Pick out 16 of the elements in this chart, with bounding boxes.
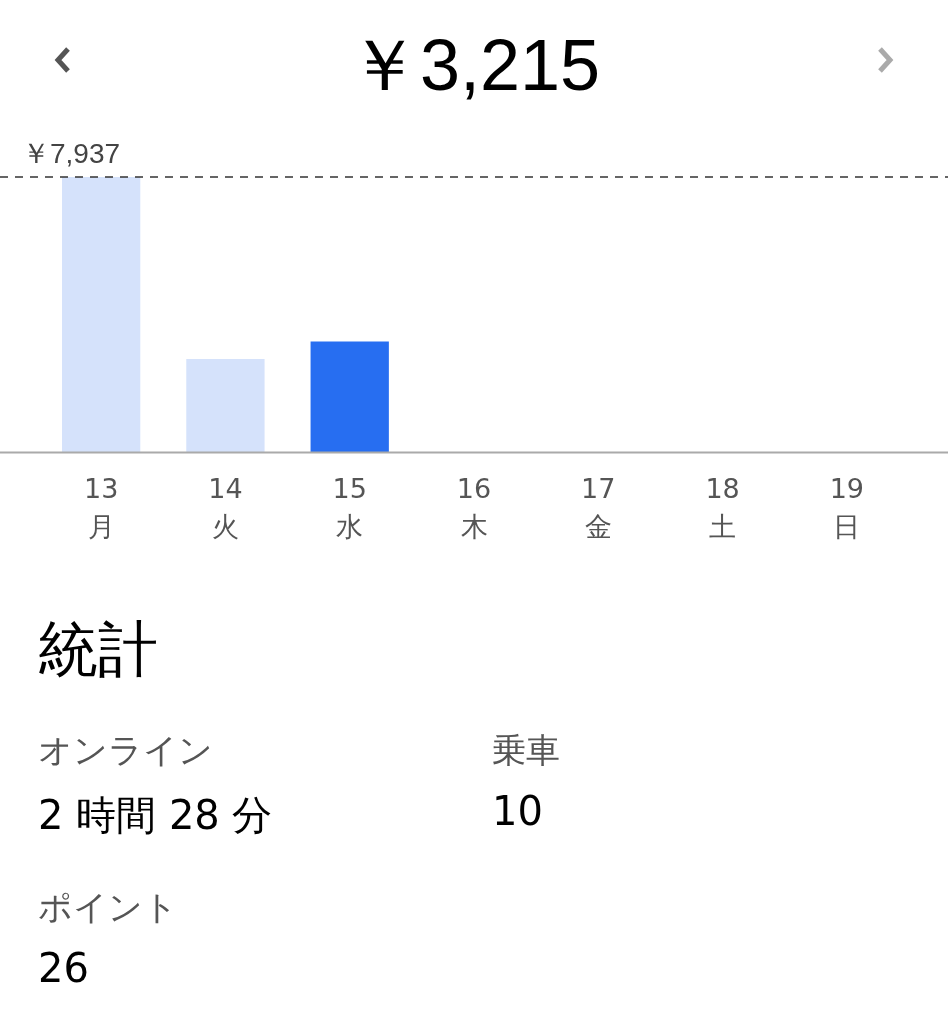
text: 統計 [38, 613, 158, 686]
x-tick-label: 15 水 [332, 473, 367, 543]
text: ポイント [38, 886, 178, 929]
text: 10 [492, 788, 543, 834]
text: オンライン [38, 729, 213, 772]
x-tick-label: 14 火 [208, 473, 243, 543]
text: 26 [38, 945, 89, 991]
ref-line-label: ￥7,937 [22, 137, 121, 169]
text: 乗車 [492, 729, 560, 772]
x-tick-label: 13 月 [83, 473, 119, 543]
x-tick-label: 16 木 [456, 473, 492, 543]
x-tick-label: 17 金 [581, 473, 616, 543]
chart-title: ￥3,215 [346, 24, 602, 107]
x-tick-label: 19 日 [829, 473, 865, 543]
text: 2 時間 28 分 [38, 791, 273, 840]
x-tick-label: 18 土 [705, 473, 740, 543]
